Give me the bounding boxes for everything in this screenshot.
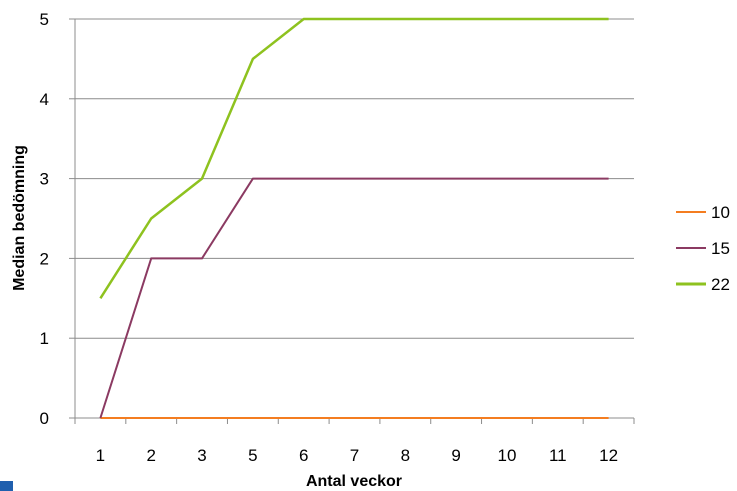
series-line-22 xyxy=(99,17,609,299)
axes xyxy=(69,18,635,424)
x-tick-label: 3 xyxy=(197,446,206,465)
legend-label-15: 15 xyxy=(711,239,730,258)
x-tick-label: 12 xyxy=(599,446,618,465)
y-tick-labels: 0 1 2 3 4 5 xyxy=(40,10,49,428)
x-axis-title: Antal veckor xyxy=(306,473,402,490)
series-lines xyxy=(99,17,609,419)
y-axis-title: Median bedömning xyxy=(11,145,28,291)
y-tick-label: 5 xyxy=(40,10,49,29)
legend-label-10: 10 xyxy=(711,203,730,222)
x-tick-label: 9 xyxy=(451,446,460,465)
y-tick-label: 2 xyxy=(40,249,49,268)
x-tick-labels: 1 2 3 5 6 7 8 9 10 11 12 xyxy=(96,446,618,465)
x-tick-label: 1 xyxy=(96,446,105,465)
y-tick-label: 0 xyxy=(40,409,49,428)
x-tick-label: 7 xyxy=(350,446,359,465)
legend-label-22: 22 xyxy=(711,275,730,294)
x-tick-label: 10 xyxy=(497,446,516,465)
corner-marker xyxy=(0,481,13,491)
x-tick-label: 11 xyxy=(549,446,567,465)
x-tick-label: 5 xyxy=(248,446,257,465)
x-tick-label: 8 xyxy=(401,446,410,465)
legend: 10 15 22 xyxy=(676,203,730,294)
y-tick-label: 3 xyxy=(40,170,49,189)
x-tick-label: 2 xyxy=(146,446,155,465)
x-tick-label: 6 xyxy=(299,446,308,465)
series-line-15 xyxy=(99,177,609,419)
y-tick-label: 1 xyxy=(40,329,49,348)
y-tick-label: 4 xyxy=(40,90,49,109)
